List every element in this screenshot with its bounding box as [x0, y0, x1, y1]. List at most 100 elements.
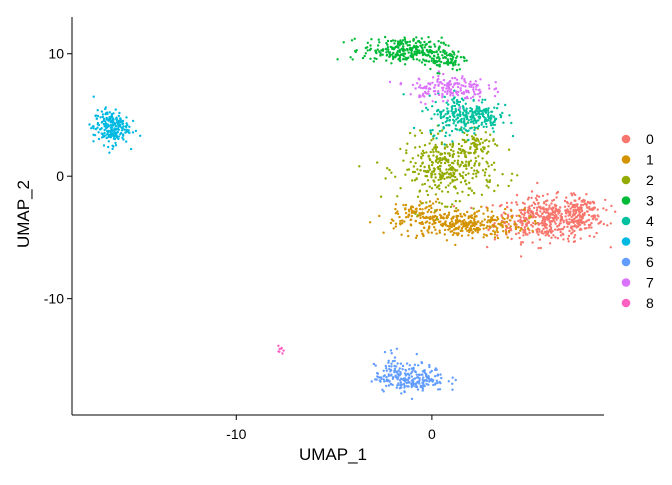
data-point	[467, 215, 470, 218]
data-point	[420, 373, 423, 376]
data-point	[383, 380, 386, 383]
data-point	[530, 204, 534, 207]
data-point	[453, 96, 456, 99]
data-point	[515, 214, 518, 217]
data-point	[379, 54, 382, 57]
data-point	[453, 112, 456, 115]
data-point	[402, 93, 405, 96]
data-point	[461, 138, 464, 141]
data-point	[505, 225, 508, 228]
ticks-layer: -10 0 10 0 -10	[44, 46, 436, 442]
data-point	[401, 58, 405, 61]
data-point	[445, 160, 449, 163]
data-point	[399, 373, 402, 376]
data-point	[461, 75, 464, 78]
data-point	[405, 362, 409, 365]
data-point	[446, 117, 449, 120]
data-point	[476, 84, 479, 87]
data-point	[427, 164, 431, 167]
data-point	[433, 375, 437, 378]
data-point	[382, 231, 385, 234]
data-point	[451, 140, 454, 143]
data-point	[411, 170, 415, 174]
data-point	[386, 39, 390, 43]
data-point	[410, 51, 413, 54]
data-point	[413, 377, 417, 380]
data-point	[468, 222, 471, 225]
data-point	[429, 129, 432, 132]
data-point	[576, 208, 579, 212]
data-point	[102, 117, 106, 121]
data-point	[95, 117, 98, 120]
data-point	[139, 134, 142, 137]
data-point	[446, 59, 450, 63]
data-point	[424, 174, 427, 178]
data-point	[436, 132, 440, 135]
data-point	[451, 50, 454, 53]
data-point	[456, 151, 460, 154]
data-point	[527, 221, 531, 224]
data-point	[421, 110, 424, 113]
data-point	[438, 110, 442, 114]
data-point	[392, 55, 395, 58]
data-point	[460, 128, 463, 132]
data-point	[461, 148, 465, 152]
legend-item-8: 8	[621, 295, 654, 311]
data-point	[516, 174, 519, 177]
data-point	[401, 219, 404, 222]
data-point	[457, 120, 460, 123]
data-point	[508, 114, 511, 117]
data-point	[442, 62, 446, 65]
data-point	[418, 212, 421, 215]
data-point	[452, 222, 455, 225]
legend-label: 8	[646, 295, 654, 311]
data-point	[428, 82, 431, 85]
data-point	[456, 161, 459, 165]
data-point	[423, 53, 427, 56]
data-point	[587, 223, 591, 227]
data-point	[459, 215, 463, 218]
legend-label: 0	[646, 131, 654, 147]
data-point	[410, 211, 414, 214]
data-point	[446, 190, 450, 194]
data-point	[470, 189, 474, 192]
data-point	[421, 51, 425, 54]
data-point	[400, 386, 403, 389]
data-point	[437, 388, 440, 391]
data-point	[403, 372, 407, 375]
data-point	[451, 376, 454, 379]
data-point	[549, 216, 552, 219]
legend-item-4: 4	[621, 213, 654, 229]
data-point	[450, 53, 453, 56]
data-point	[408, 376, 411, 380]
data-point	[458, 165, 461, 168]
data-point	[447, 225, 450, 228]
data-point	[385, 384, 388, 388]
data-point	[492, 229, 495, 233]
data-point	[425, 106, 428, 110]
data-point	[473, 118, 476, 121]
data-point	[541, 194, 545, 197]
data-point	[370, 380, 373, 383]
data-point	[493, 189, 496, 193]
data-point	[426, 108, 429, 112]
data-point	[545, 223, 548, 227]
data-point	[102, 134, 105, 137]
data-point	[390, 383, 393, 386]
data-point	[403, 377, 406, 380]
data-point	[455, 92, 459, 96]
data-point	[420, 202, 423, 205]
data-point	[553, 214, 556, 218]
data-point	[469, 120, 473, 124]
data-point	[397, 373, 400, 377]
data-point	[102, 144, 106, 147]
data-point	[443, 228, 447, 232]
data-point	[527, 209, 531, 212]
data-point	[487, 228, 490, 232]
data-point	[486, 245, 489, 249]
data-point	[490, 110, 493, 114]
data-point	[496, 230, 499, 234]
data-point	[493, 168, 496, 171]
data-point	[478, 142, 482, 145]
data-point	[477, 171, 480, 174]
